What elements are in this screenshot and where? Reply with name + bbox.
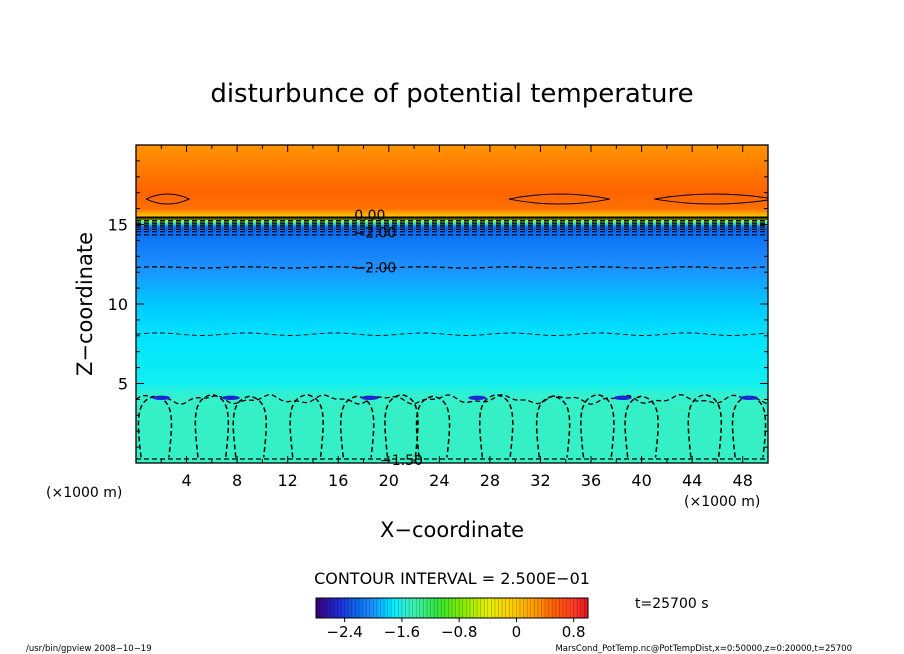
contour-line-plume [339,395,375,458]
chart-title: disturbunce of potential temperature [210,79,693,109]
colorbar-divisions [315,598,589,618]
contour-line-plume [624,395,659,458]
contour-blob [152,395,171,401]
footer-right: MarsCond_PotTemp.nc@PotTempDist,x=0:5000… [555,644,852,654]
contour-line-plume [289,393,324,458]
colorbar-scale [316,598,588,618]
x-tick-label: 48 [733,471,753,490]
contour-blob [221,395,240,401]
contour-label: −2.00 [353,225,396,241]
contour-line-plume [194,393,230,458]
contour-blob [740,395,759,401]
y-tick-label: 15 [108,216,128,235]
plot-area: 0.00−2.00−2.00−1.50 4 8 12 16 20 24 28 32 36 40 44… [108,144,769,490]
x-tick-label: 12 [278,471,298,490]
footer-left: /usr/bin/gpview 2008−10−19 [26,644,152,654]
contour-blob [360,395,379,401]
contour-line-boundary [136,394,768,405]
x-tick-label: 16 [328,471,348,490]
contour-line-upper [136,266,768,269]
x-unit-right: (×1000 m) [684,494,760,510]
y-axis-ticks: 5 10 15 [108,160,768,448]
contour-blob [613,395,632,401]
contour-line-plume [478,393,514,458]
contour-line-plume [384,393,419,458]
x-tick-label: 40 [631,471,651,490]
contour-interval-label: CONTOUR INTERVAL = 2.500E−01 [314,569,590,588]
contour-line-plume [232,395,268,458]
contour-label: −1.50 [380,453,423,469]
contour-line-plume [415,395,451,458]
x-axis-label: X−coordinate [380,518,524,542]
contour-line-closed [508,193,611,205]
contour-lines [136,193,768,460]
x-tick-label: 8 [232,471,242,490]
x-tick-label: 32 [530,471,550,490]
contour-line-mid [136,332,768,336]
contour-label: −2.00 [353,260,396,276]
colorbar: −2.4 −1.6 −0.8 0 0.8 [315,597,589,641]
contour-label: 0.00 [354,208,385,224]
time-label: t=25700 s [635,596,709,612]
contour-line-plume [687,393,723,458]
colorbar-tick-label: 0.8 [562,623,586,641]
y-axis-label: Z−coordinate [73,232,97,376]
x-tick-label: 20 [379,471,399,490]
colorbar-tick-label: −0.8 [441,623,477,641]
x-tick-label: 36 [581,471,601,490]
contour-line-plume [137,395,173,458]
colorbar-tick-label: −1.6 [384,623,420,641]
y-tick-label: 5 [118,375,128,394]
x-tick-label: 24 [429,471,449,490]
colorbar-ticks: −2.4 −1.6 −0.8 0 0.8 [326,618,586,641]
contour-labels: 0.00−2.00−2.00−1.50 [353,208,422,469]
x-axis-ticks: 4 8 12 16 20 24 28 32 36 40 44 48 [160,145,753,490]
x-tick-label: 4 [181,471,191,490]
colorbar-frame [315,597,589,619]
contour-line-plume [580,393,615,458]
colorbar-tick-label: 0 [512,623,522,641]
contour-line-plume [731,395,767,458]
contour-line-closed [654,193,768,205]
contour-line-plume [535,395,571,458]
color-field [136,145,768,463]
colorbar-tick-label: −2.4 [326,623,362,641]
x-tick-label: 44 [682,471,702,490]
y-tick-label: 10 [108,295,128,314]
x-unit-left: (×1000 m) [46,485,122,501]
x-tick-label: 28 [480,471,500,490]
contour-blob [468,395,487,401]
contour-line-closed [145,193,191,205]
